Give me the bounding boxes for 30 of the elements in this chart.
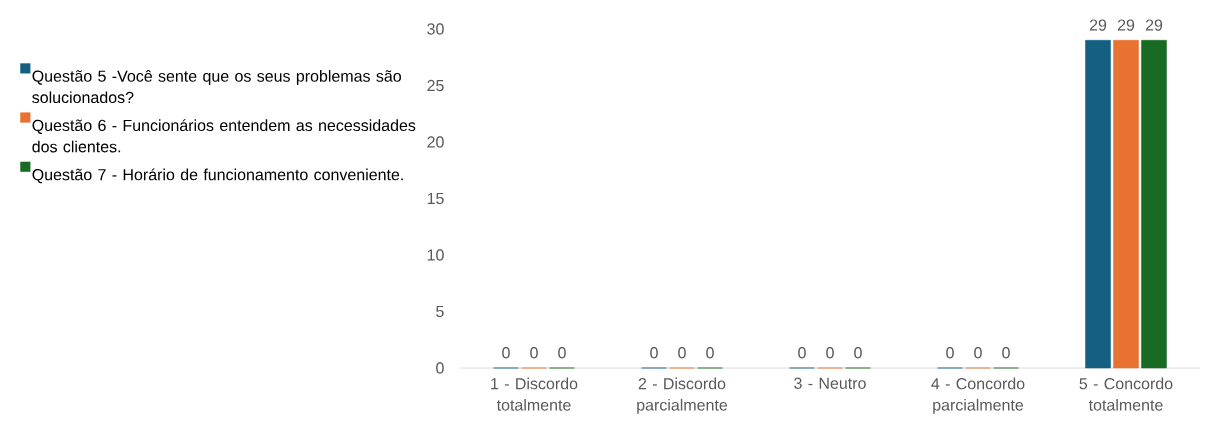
data-label: 29 — [1089, 19, 1107, 31]
data-label: 0 — [706, 347, 714, 359]
x-tick-label: 4 - Concordo parcialmente — [931, 377, 1025, 414]
y-tick-label: 0 — [436, 362, 444, 374]
y-tick-label: 20 — [427, 136, 444, 148]
x-tick-label: 1 - Discordo totalmente — [491, 377, 578, 411]
data-label: 29 — [1145, 19, 1163, 31]
x-tick-label: 2 - Discordo parcialmente — [637, 377, 728, 414]
data-label: 0 — [530, 347, 538, 359]
data-label: 0 — [974, 347, 982, 359]
data-label: 0 — [798, 347, 806, 359]
data-label: 0 — [678, 347, 686, 359]
x-tick-label: 3 - Neutro — [794, 377, 866, 389]
data-label: 0 — [826, 347, 834, 359]
y-tick-label: 5 — [436, 305, 444, 318]
y-tick-label: 15 — [427, 192, 444, 205]
y-tick-label: 10 — [427, 249, 444, 261]
data-label: 0 — [650, 347, 658, 359]
data-label: 0 — [558, 347, 566, 359]
y-tick-label: 25 — [427, 79, 444, 92]
data-label: 0 — [502, 347, 510, 359]
legend-label: Questão 6 - Funcionários entendem as necessidades dos clientes. — [32, 119, 416, 153]
data-label: 0 — [854, 347, 862, 359]
data-label: 29 — [1117, 19, 1135, 31]
data-label: 0 — [1002, 347, 1010, 359]
legend-label: Questão 5 -Você sente que os seus problemas são solucionados? — [32, 69, 401, 104]
legend-label: Questão 7 - Horário de funcionamento conveniente. — [32, 168, 403, 184]
x-tick-label: 5 - Concordo totalmente — [1079, 377, 1173, 411]
data-label: 0 — [946, 347, 954, 359]
y-tick-label: 30 — [427, 23, 444, 35]
